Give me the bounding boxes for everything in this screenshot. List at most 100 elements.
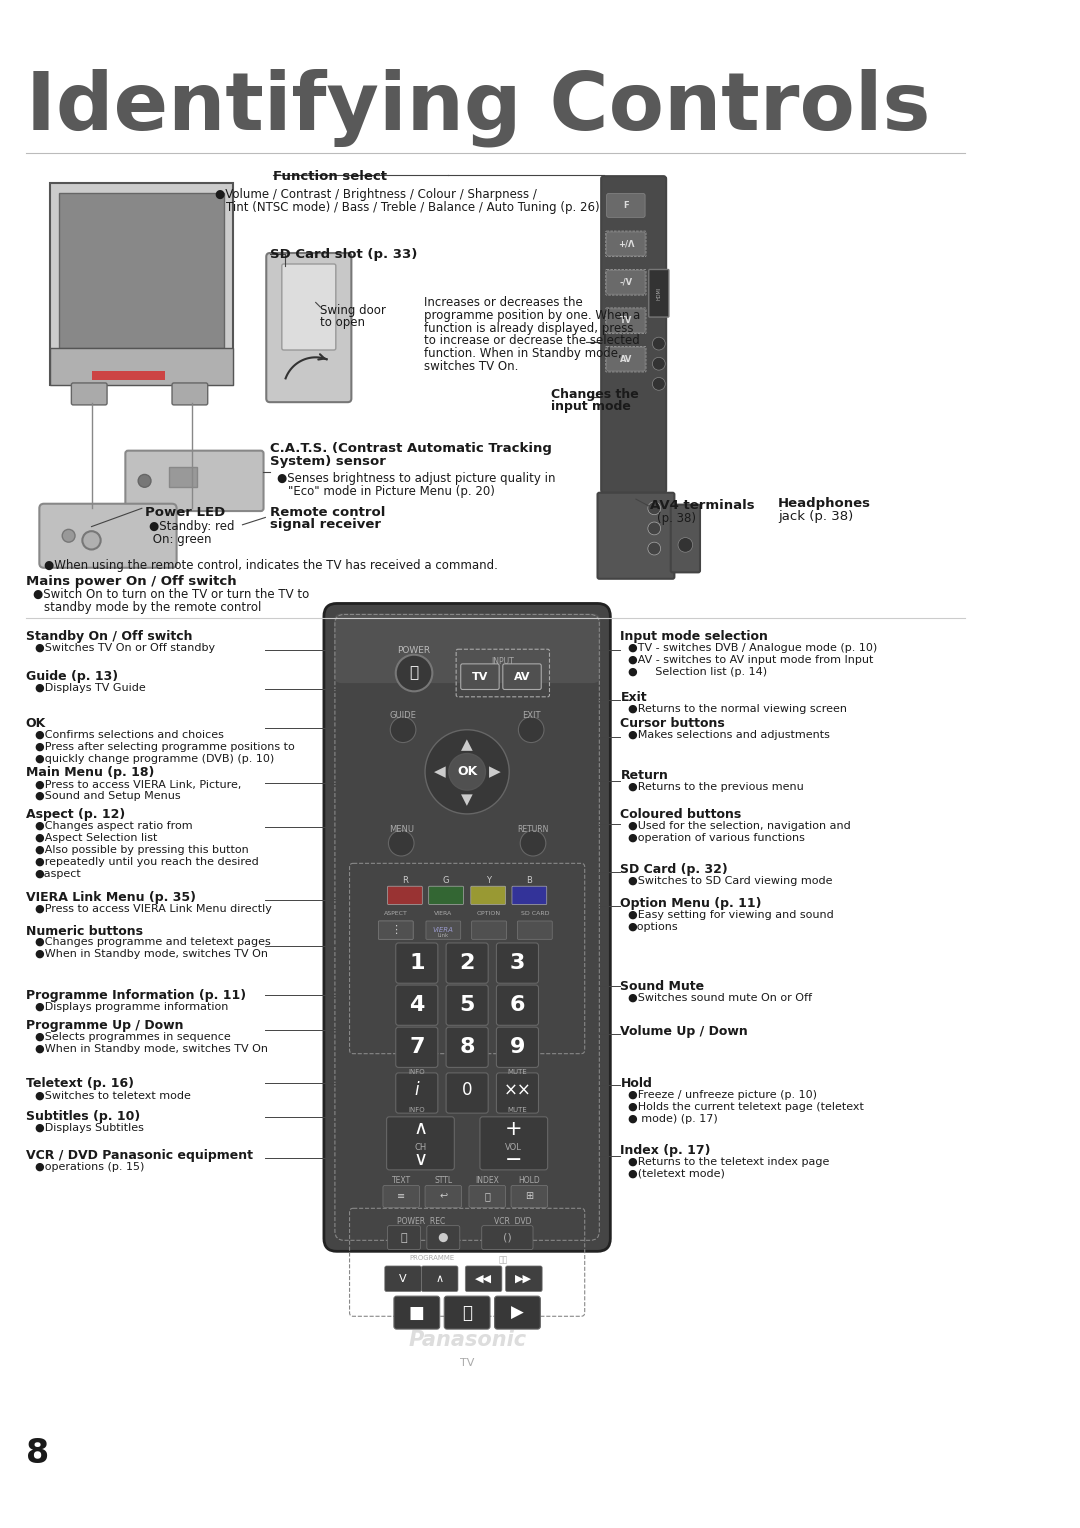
FancyBboxPatch shape	[51, 348, 233, 385]
FancyBboxPatch shape	[497, 1073, 539, 1114]
Text: ●AV - switches to AV input mode from Input: ●AV - switches to AV input mode from Inp…	[627, 654, 873, 665]
Circle shape	[648, 501, 661, 515]
FancyBboxPatch shape	[482, 1225, 534, 1250]
Text: +/Λ: +/Λ	[618, 240, 634, 249]
Text: ●     Selection list (p. 14): ● Selection list (p. 14)	[627, 666, 767, 677]
Text: Input mode selection: Input mode selection	[620, 630, 768, 643]
Text: Programme Information (p. 11): Programme Information (p. 11)	[26, 989, 246, 1002]
Text: TV: TV	[460, 1358, 474, 1368]
Text: ●operations (p. 15): ●operations (p. 15)	[35, 1161, 144, 1172]
FancyBboxPatch shape	[395, 1073, 437, 1114]
Text: OK: OK	[26, 717, 45, 730]
Text: ∧: ∧	[414, 1118, 428, 1138]
Text: 0: 0	[462, 1082, 472, 1099]
Text: AV4 terminals: AV4 terminals	[650, 500, 754, 512]
Text: Hold: Hold	[620, 1077, 652, 1091]
Text: ●Selects programmes in sequence: ●Selects programmes in sequence	[35, 1031, 230, 1042]
Text: ●Sound and Setup Menus: ●Sound and Setup Menus	[35, 792, 180, 801]
FancyBboxPatch shape	[282, 264, 336, 350]
Text: Increases or decreases the: Increases or decreases the	[423, 296, 582, 309]
FancyBboxPatch shape	[511, 1186, 548, 1207]
FancyBboxPatch shape	[378, 921, 414, 940]
Text: ××: ××	[503, 1082, 531, 1099]
FancyBboxPatch shape	[384, 1267, 421, 1291]
Text: ●Switches to SD Card viewing mode: ●Switches to SD Card viewing mode	[627, 876, 833, 886]
FancyBboxPatch shape	[125, 451, 264, 510]
Text: 2: 2	[459, 953, 475, 973]
Text: Option Menu (p. 11): Option Menu (p. 11)	[620, 897, 761, 911]
FancyBboxPatch shape	[446, 943, 488, 983]
Text: Guide (p. 13): Guide (p. 13)	[26, 671, 118, 683]
Text: Exit: Exit	[620, 691, 647, 704]
Text: VIERA: VIERA	[433, 927, 454, 934]
FancyBboxPatch shape	[495, 1296, 540, 1329]
Circle shape	[652, 338, 665, 350]
Text: input mode: input mode	[551, 400, 631, 414]
Circle shape	[438, 1233, 448, 1242]
Text: ●Switches TV On or Off standby: ●Switches TV On or Off standby	[35, 643, 215, 652]
Text: VIERA Link Menu (p. 35): VIERA Link Menu (p. 35)	[26, 891, 195, 903]
Text: HDMI: HDMI	[657, 287, 661, 299]
Text: Cursor buttons: Cursor buttons	[620, 717, 725, 730]
Text: ∨: ∨	[414, 1151, 428, 1169]
Text: VCR  DVD: VCR DVD	[495, 1216, 531, 1225]
Text: Standby On / Off switch: Standby On / Off switch	[26, 630, 192, 643]
Circle shape	[652, 358, 665, 370]
Text: ●TV - switches DVB / Analogue mode (p. 10): ●TV - switches DVB / Analogue mode (p. 1…	[627, 643, 877, 652]
FancyBboxPatch shape	[170, 468, 197, 487]
Circle shape	[518, 717, 544, 743]
FancyBboxPatch shape	[607, 347, 645, 371]
Text: Return: Return	[620, 769, 669, 782]
Text: ●When in Standby mode, switches TV On: ●When in Standby mode, switches TV On	[35, 949, 268, 960]
FancyBboxPatch shape	[427, 1225, 460, 1250]
Text: SD CARD: SD CARD	[521, 911, 549, 915]
Text: ●Aspect Selection list: ●Aspect Selection list	[35, 833, 158, 843]
Text: ⋮: ⋮	[390, 924, 402, 935]
Text: 9: 9	[510, 1038, 525, 1057]
FancyBboxPatch shape	[497, 1027, 539, 1068]
Text: On: green: On: green	[149, 533, 212, 545]
Text: Mains power On / Off switch: Mains power On / Off switch	[26, 575, 237, 588]
Text: OK: OK	[457, 766, 477, 778]
FancyBboxPatch shape	[465, 1267, 502, 1291]
FancyBboxPatch shape	[394, 1296, 440, 1329]
Text: V: V	[400, 1274, 407, 1284]
FancyBboxPatch shape	[505, 1267, 542, 1291]
Text: ◀: ◀	[434, 764, 446, 779]
Text: ●Changes aspect ratio from: ●Changes aspect ratio from	[35, 821, 192, 831]
Text: B: B	[526, 876, 532, 885]
FancyBboxPatch shape	[607, 309, 645, 333]
Text: RETURN: RETURN	[517, 825, 549, 834]
Text: ⏯: ⏯	[462, 1303, 472, 1322]
FancyBboxPatch shape	[497, 943, 539, 983]
FancyBboxPatch shape	[426, 921, 461, 940]
Text: Identifying Controls: Identifying Controls	[26, 69, 930, 147]
Text: ▶: ▶	[511, 1303, 524, 1322]
Text: Coloured buttons: Coloured buttons	[620, 808, 742, 822]
Text: INDEX: INDEX	[475, 1177, 499, 1186]
Text: OPTION: OPTION	[477, 911, 501, 915]
FancyBboxPatch shape	[446, 986, 488, 1025]
Text: ●Switches sound mute On or Off: ●Switches sound mute On or Off	[627, 992, 812, 1002]
Text: to increase or decrease the selected: to increase or decrease the selected	[423, 335, 639, 347]
Text: ●Displays programme information: ●Displays programme information	[35, 1001, 228, 1012]
Text: Link: Link	[437, 934, 449, 938]
FancyBboxPatch shape	[267, 254, 351, 402]
Text: TV: TV	[620, 316, 632, 325]
Text: STTL: STTL	[434, 1177, 453, 1186]
Text: GUIDE: GUIDE	[390, 712, 417, 720]
Text: programme position by one. When a: programme position by one. When a	[423, 309, 640, 322]
FancyBboxPatch shape	[395, 986, 437, 1025]
Text: ●Freeze / unfreeze picture (p. 10): ●Freeze / unfreeze picture (p. 10)	[627, 1091, 816, 1100]
Circle shape	[390, 717, 416, 743]
FancyBboxPatch shape	[497, 986, 539, 1025]
Text: ⓘ: ⓘ	[484, 1192, 490, 1201]
Text: ● mode) (p. 17): ● mode) (p. 17)	[627, 1114, 717, 1125]
Text: ●Standby: red: ●Standby: red	[149, 520, 234, 533]
Text: ●Changes programme and teletext pages: ●Changes programme and teletext pages	[35, 938, 270, 947]
FancyBboxPatch shape	[444, 1296, 490, 1329]
Circle shape	[395, 654, 432, 691]
Text: ●Returns to the previous menu: ●Returns to the previous menu	[627, 782, 804, 792]
Text: to open: to open	[321, 316, 365, 329]
Text: ▲: ▲	[461, 736, 473, 752]
